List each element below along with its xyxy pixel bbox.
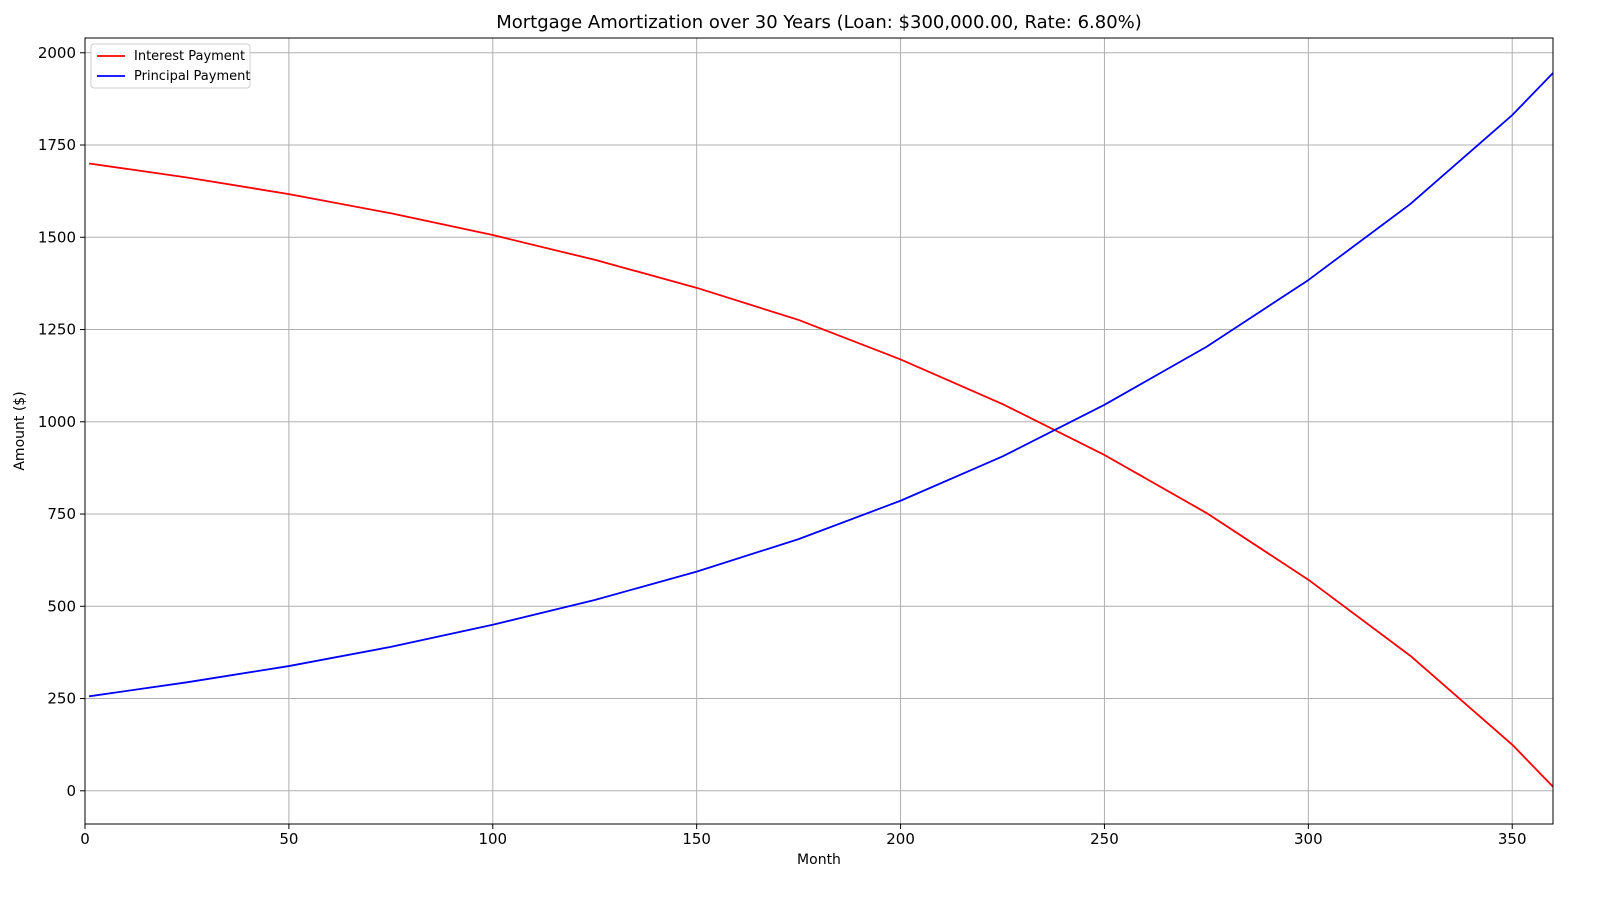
- y-tick-label: 1250: [38, 321, 76, 339]
- x-tick-label: 0: [80, 830, 90, 848]
- series-lines: [88, 72, 1554, 788]
- grid-lines: [84, 38, 1553, 824]
- interest-payment-line: [88, 162, 1554, 788]
- x-tick-label: 350: [1498, 830, 1527, 848]
- legend: Interest Payment Principal Payment: [90, 43, 251, 89]
- x-axis-label: Month: [797, 852, 841, 868]
- x-tick-label: 300: [1294, 830, 1323, 848]
- x-tick-label: 100: [478, 830, 507, 848]
- y-tick-label: 0: [66, 782, 76, 800]
- y-tick-label: 1000: [38, 413, 76, 431]
- x-tick-label: 250: [1090, 830, 1119, 848]
- plot-frame: [84, 37, 1554, 825]
- legend-box: [90, 43, 251, 89]
- y-tick-label: 2000: [38, 44, 76, 62]
- y-tick-label: 1750: [38, 136, 76, 154]
- x-tick-label: 200: [886, 830, 915, 848]
- x-tick-label: 150: [682, 830, 711, 848]
- axis-ticks: 0 50 100 150 200 250 300 350 0 250 500 750 1000 1250 1…: [38, 44, 1527, 848]
- y-tick-label: 250: [47, 690, 76, 708]
- legend-label: Principal Payment: [134, 69, 250, 84]
- y-axis-label: Amount ($): [12, 391, 28, 470]
- chart-title: Mortgage Amortization over 30 Years (Loa…: [496, 12, 1142, 33]
- x-tick-label: 50: [279, 830, 298, 848]
- y-tick-label: 1500: [38, 228, 76, 246]
- y-tick-label: 500: [47, 597, 76, 615]
- legend-label: Interest Payment: [134, 49, 245, 64]
- principal-payment-line: [88, 72, 1554, 698]
- y-tick-label: 750: [47, 505, 76, 523]
